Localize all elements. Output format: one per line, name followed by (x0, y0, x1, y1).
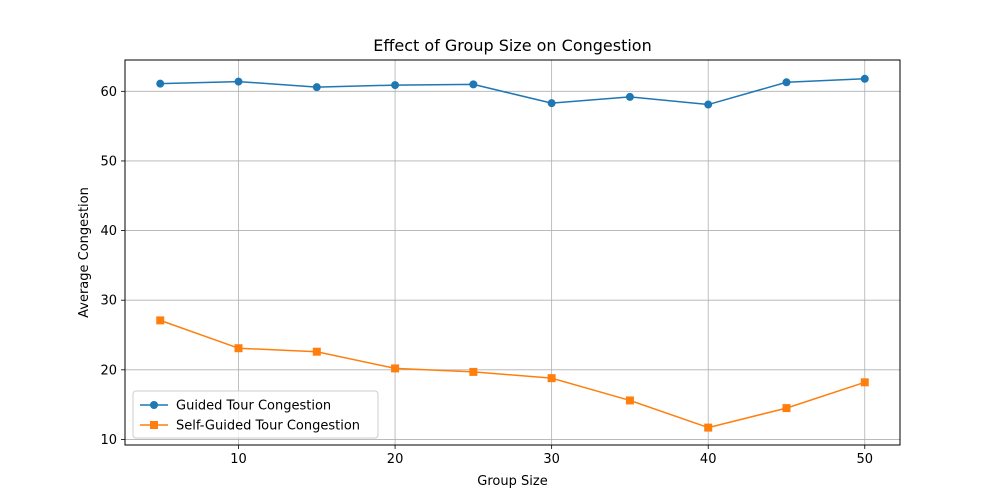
legend-box (132, 390, 379, 439)
x-axis-title: Group Size (477, 474, 547, 489)
data-point (547, 374, 556, 383)
legend-entry-self-guided: Self-Guided Tour Congestion (140, 419, 360, 434)
x-tick-label: 10 (230, 452, 247, 467)
y-tick-label: 30 (100, 294, 117, 309)
y-tick-label: 20 (100, 363, 117, 378)
legend-marker-self-guided (150, 421, 158, 429)
data-point (156, 79, 165, 88)
y-tick-label: 10 (100, 433, 117, 448)
y-tick-label: 40 (100, 224, 117, 239)
series-layer (156, 74, 869, 432)
data-point (704, 100, 713, 109)
series-guided (156, 74, 869, 109)
data-point (782, 404, 791, 413)
data-point (391, 364, 400, 373)
data-point (860, 378, 869, 387)
x-tick-label: 50 (856, 452, 873, 467)
data-point (312, 347, 321, 356)
data-point (860, 74, 869, 83)
legend-label-guided: Guided Tour Congestion (176, 399, 331, 414)
x-tick-label: 30 (543, 452, 560, 467)
y-tick-label: 60 (100, 85, 117, 100)
legend-marker-guided (150, 401, 158, 409)
series-line (160, 78, 865, 106)
data-point (391, 81, 400, 90)
data-point (704, 423, 713, 432)
legend: Guided Tour Congestion Self-Guided Tour … (132, 390, 379, 439)
data-point (469, 80, 478, 89)
series-self-guided (156, 316, 869, 432)
chart-title: Effect of Group Size on Congestion (373, 36, 651, 55)
data-point (312, 83, 321, 92)
data-point (156, 316, 165, 325)
grid (125, 60, 900, 445)
x-tick-label: 20 (387, 452, 404, 467)
legend-label-self-guided: Self-Guided Tour Congestion (176, 419, 360, 434)
data-point (469, 367, 478, 376)
data-point (782, 78, 791, 87)
x-tick-label: 40 (700, 452, 717, 467)
data-point (547, 99, 556, 108)
y-tick-label: 50 (100, 154, 117, 169)
y-axis-title: Average Congestion (77, 187, 92, 318)
axis-ticks: 10 20 30 40 50 10 20 30 40 50 60 (100, 85, 873, 467)
legend-entry-guided: Guided Tour Congestion (140, 399, 331, 414)
plot-frame (124, 59, 901, 446)
data-point (234, 77, 243, 86)
data-point (234, 344, 243, 353)
data-point (625, 92, 634, 101)
data-point (625, 396, 634, 405)
series-line (159, 319, 866, 429)
